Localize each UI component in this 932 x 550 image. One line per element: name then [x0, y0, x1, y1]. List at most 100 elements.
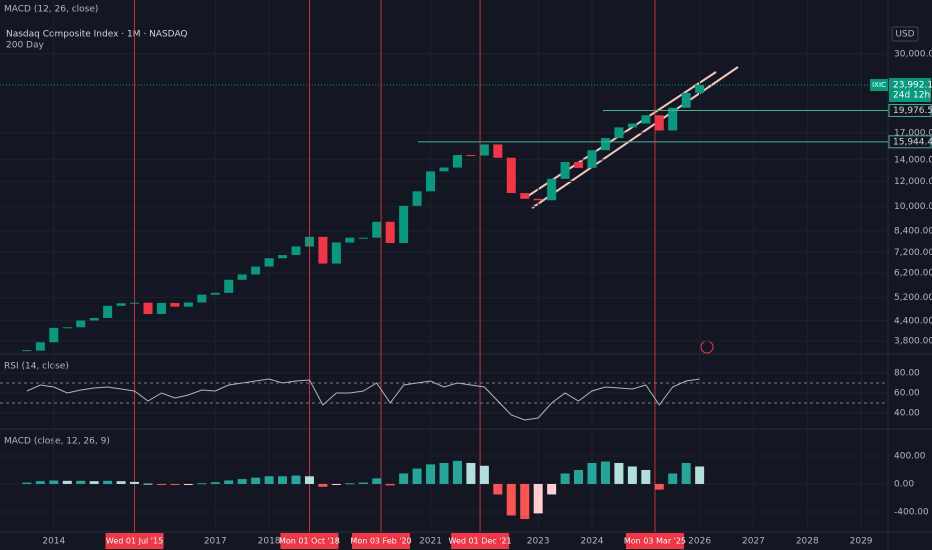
histogram-bar [587, 462, 597, 484]
y-tick-label: 30,000.00 [894, 49, 932, 59]
candle [641, 115, 651, 124]
histogram-bar [426, 464, 436, 484]
candle [695, 85, 705, 93]
histogram-bar [318, 483, 328, 487]
histogram-bar [224, 480, 234, 484]
symbol-box [870, 79, 888, 92]
candle [533, 198, 543, 201]
price-label: 15,944.42 [893, 137, 932, 147]
histogram-bar [130, 481, 140, 484]
x-tick-label: 2018 [258, 537, 281, 547]
histogram-bar [506, 483, 516, 516]
histogram-bar [76, 480, 86, 484]
event-label: Mon 01 Oct '18 [279, 537, 340, 546]
histogram-bar [627, 466, 637, 484]
candle [654, 115, 664, 131]
y-tick-label: 4,400.00 [894, 316, 932, 326]
last-price: 23,992.11 [893, 81, 932, 91]
currency-box[interactable] [891, 26, 919, 42]
y-tick-label: 10,000.00 [894, 202, 932, 212]
symbol-label: IXIC [872, 81, 886, 89]
currency[interactable]: USD [895, 30, 914, 40]
histogram-bar [547, 483, 557, 495]
candle [614, 127, 624, 139]
y-tick-label: 0.00 [894, 479, 914, 489]
y-tick-label: 12,000.00 [894, 177, 932, 187]
candle [116, 303, 126, 306]
candle [412, 191, 422, 206]
event-badge [105, 533, 164, 549]
candle [385, 221, 395, 244]
y-tick-label: 17,000.00 [894, 128, 932, 138]
last-price-box [889, 78, 931, 103]
x-tick-label: 2027 [742, 537, 765, 547]
histogram-bar [439, 462, 449, 484]
price-label: 19,976.53 [893, 106, 932, 116]
histogram-bar [412, 468, 422, 484]
x-tick-label: 2024 [581, 537, 604, 547]
candle [291, 246, 301, 256]
candle [76, 320, 86, 328]
candle [331, 242, 341, 264]
event-label: Mon 03 Mar '25 [624, 537, 686, 546]
candle [345, 237, 355, 243]
candle [439, 167, 449, 172]
histogram-bar [466, 462, 476, 484]
histogram-bar [681, 462, 691, 484]
candle [183, 302, 193, 307]
histogram-bar [264, 476, 274, 484]
y-tick-label: 7,200.00 [894, 248, 932, 258]
candle [170, 303, 180, 307]
histogram-bar [668, 473, 678, 484]
candle [426, 171, 436, 192]
candle [237, 274, 247, 280]
candle [466, 155, 476, 157]
candle [560, 161, 570, 179]
histogram-bar [479, 465, 489, 484]
y-tick-label: 60.00 [894, 389, 920, 399]
x-tick-label: 2017 [204, 537, 227, 547]
y-tick-label: 14,000.00 [894, 155, 932, 165]
histogram-bar [533, 483, 543, 514]
histogram-bar [358, 482, 368, 484]
y-tick-label: -400.00 [894, 507, 929, 517]
histogram-bar [89, 481, 99, 484]
histogram-bar [331, 483, 341, 485]
histogram-bar [237, 479, 247, 484]
x-tick-label: 2021 [419, 537, 442, 547]
event-badge [625, 533, 684, 549]
candle [49, 327, 59, 343]
histogram-bar [278, 476, 288, 484]
price-label-box [888, 103, 932, 117]
candle [506, 157, 516, 194]
candle [372, 221, 382, 238]
ma-title: 200 Day [6, 41, 44, 51]
histogram-bar [183, 483, 193, 485]
candle [600, 138, 610, 151]
candle [520, 193, 530, 199]
event-label: Wed 01 Dec '21 [449, 537, 512, 546]
histogram-bar [143, 483, 153, 485]
histogram-bar [103, 480, 113, 484]
histogram-bar [116, 481, 126, 484]
histogram-bar [600, 461, 610, 484]
histogram-bar [197, 483, 207, 485]
y-tick-label: 5,200.00 [894, 293, 932, 303]
candle [197, 294, 207, 303]
y-tick-label: 8,400.00 [894, 226, 932, 236]
histogram-bar [22, 482, 32, 484]
histogram-bar [695, 466, 705, 484]
candle [35, 342, 45, 351]
candle [452, 155, 462, 168]
histogram-bar [170, 483, 180, 485]
histogram-bar [560, 473, 570, 484]
candle [493, 144, 503, 158]
candle [587, 150, 597, 168]
candle [89, 317, 99, 321]
histogram-bar [210, 482, 220, 484]
price-label-box [888, 135, 932, 149]
histogram-bar [291, 475, 301, 484]
histogram-bar [493, 483, 503, 495]
event-badge [352, 533, 411, 549]
